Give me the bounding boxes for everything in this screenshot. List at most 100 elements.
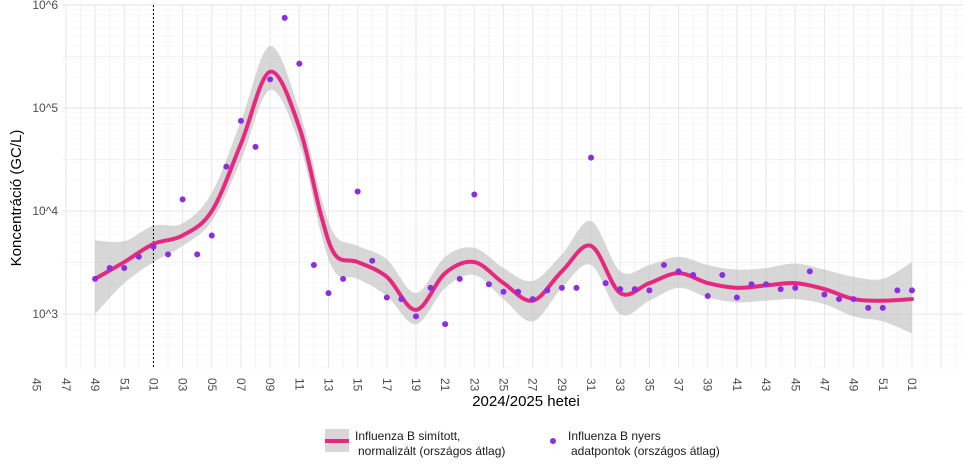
raw-point	[179, 196, 186, 203]
raw-point	[646, 287, 653, 294]
x-tick-label: 09	[263, 378, 277, 392]
raw-point	[412, 313, 419, 320]
raw-point	[558, 284, 565, 291]
y-tick-label: 10^6	[32, 0, 58, 12]
raw-point	[208, 232, 215, 239]
raw-point	[908, 287, 915, 294]
x-tick-label: 21	[438, 378, 452, 392]
raw-point	[252, 143, 259, 150]
x-tick-label: 47	[817, 378, 831, 392]
raw-points	[92, 14, 915, 328]
raw-point	[383, 294, 390, 301]
x-tick-label: 13	[321, 378, 335, 392]
x-tick-label: 23	[467, 378, 481, 392]
raw-point	[310, 261, 317, 268]
raw-point	[529, 296, 536, 303]
raw-point	[515, 288, 522, 295]
raw-point	[777, 286, 784, 293]
raw-point	[165, 251, 172, 258]
x-axis-label: 2024/2025 hetei	[472, 393, 580, 410]
raw-point	[602, 280, 609, 287]
raw-point	[660, 261, 667, 268]
raw-point	[836, 296, 843, 303]
x-tick-label: 31	[584, 378, 598, 392]
legend-raw-key-dot	[550, 438, 556, 444]
raw-point	[267, 76, 274, 83]
raw-point	[690, 271, 697, 278]
raw-point	[106, 265, 113, 272]
legend-raw-label-line1: Influenza B nyers	[568, 429, 661, 443]
y-axis-label: Koncentráció (GC/L)	[8, 130, 25, 267]
x-tick-label: 29	[555, 378, 569, 392]
x-tick-label: 25	[497, 378, 511, 392]
raw-point	[427, 284, 434, 291]
raw-point	[704, 292, 711, 299]
x-tick-label: 03	[176, 378, 190, 392]
raw-point	[631, 286, 638, 293]
raw-point	[398, 296, 405, 303]
raw-point	[194, 251, 201, 258]
confidence-band	[95, 45, 912, 334]
raw-point	[500, 288, 507, 295]
raw-point	[150, 243, 157, 250]
raw-point	[821, 291, 828, 298]
raw-point	[121, 265, 128, 272]
y-tick-label: 10^4	[32, 204, 58, 218]
x-tick-label: 47	[59, 378, 73, 392]
x-tick-label: 49	[88, 378, 102, 392]
raw-point	[369, 257, 376, 264]
raw-point	[573, 284, 580, 291]
x-tick-label: 37	[672, 378, 686, 392]
raw-point	[719, 271, 726, 278]
raw-point	[792, 284, 799, 291]
raw-point	[325, 290, 332, 297]
raw-point	[354, 188, 361, 195]
x-tick-label: 49	[847, 378, 861, 392]
raw-point	[485, 281, 492, 288]
y-tick-labels: 10^3 10^4 10^5 10^6	[32, 0, 58, 321]
x-tick-label: 27	[526, 378, 540, 392]
x-tick-label: 05	[205, 378, 219, 392]
x-tick-label: 39	[701, 378, 715, 392]
x-tick-label: 45	[788, 378, 802, 392]
raw-point	[865, 304, 872, 311]
raw-point	[456, 275, 463, 282]
raw-point	[296, 60, 303, 67]
raw-point	[544, 287, 551, 294]
x-tick-label: 51	[876, 378, 890, 392]
x-tick-label: 07	[234, 378, 248, 392]
raw-point	[340, 275, 347, 282]
raw-point	[135, 253, 142, 260]
raw-point	[806, 268, 813, 275]
legend: Influenza B simított, normalizált (orszá…	[325, 429, 720, 458]
x-tick-label: 45	[30, 378, 44, 392]
raw-point	[442, 321, 449, 328]
raw-point	[850, 296, 857, 303]
raw-point	[471, 191, 478, 198]
raw-point	[237, 117, 244, 124]
grid	[63, 4, 963, 369]
y-tick-label: 10^3	[32, 307, 58, 321]
raw-point	[733, 294, 740, 301]
legend-smoothed-label-line1: Influenza B simított,	[355, 429, 460, 443]
raw-point	[894, 287, 901, 294]
legend-raw-label-line2: adatpontok (országos átlag)	[571, 444, 720, 458]
x-tick-label: 35	[642, 378, 656, 392]
x-tick-label: 51	[117, 378, 131, 392]
raw-point	[675, 268, 682, 275]
raw-point	[223, 163, 230, 170]
raw-point	[763, 281, 770, 288]
raw-point	[92, 275, 99, 282]
x-tick-label: 33	[613, 378, 627, 392]
legend-smoothed-label-line2: normalizált (országos átlag)	[358, 444, 505, 458]
y-tick-label: 10^5	[32, 101, 58, 115]
x-tick-label: 01	[905, 378, 919, 392]
x-tick-label: 11	[292, 378, 306, 391]
x-tick-label: 43	[759, 378, 773, 392]
raw-point	[879, 304, 886, 311]
raw-point	[748, 281, 755, 288]
raw-point	[617, 286, 624, 293]
x-tick-label: 41	[730, 378, 744, 392]
raw-point	[588, 154, 595, 161]
